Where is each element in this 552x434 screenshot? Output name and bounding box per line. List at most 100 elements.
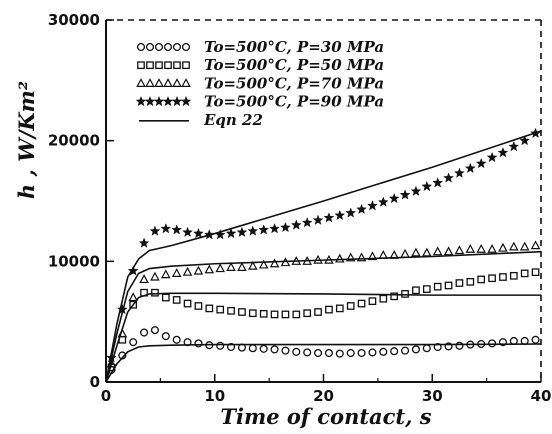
star-point (258, 224, 270, 235)
star-point (519, 134, 531, 146)
square-point (314, 308, 322, 316)
legend-marker (137, 61, 145, 70)
square-point (422, 285, 431, 293)
eqn-curve-4 (105, 130, 542, 383)
triangle-point (269, 258, 280, 268)
star-point (290, 219, 302, 230)
triangle-point (128, 292, 138, 302)
x-tick-label: 30 (422, 387, 443, 405)
star-point (443, 172, 454, 183)
star-point (160, 223, 172, 234)
y-tick-label: 20000 (48, 132, 100, 150)
star-point (214, 229, 226, 240)
triangle-point (411, 247, 421, 257)
square-point (292, 310, 301, 319)
circle-point (488, 339, 497, 348)
square-point (477, 275, 486, 284)
circle-point (140, 328, 149, 337)
legend-marker (146, 61, 154, 70)
legend-marker (136, 78, 146, 88)
square-point (520, 269, 529, 278)
series-3 (106, 240, 541, 368)
legend-marker (154, 78, 164, 88)
square-point (194, 302, 203, 310)
triangle-point (150, 271, 160, 281)
square-point (390, 292, 399, 301)
triangle-point (367, 251, 378, 261)
square-point (379, 294, 388, 303)
star-point (486, 151, 498, 163)
legend-marker (173, 61, 181, 70)
circle-point (324, 348, 333, 358)
circle-point (270, 345, 279, 354)
circle-point (194, 339, 203, 348)
square-point (172, 296, 181, 304)
axis-ticks: 0 10 20 30 40 0 10000 20000 30000 (48, 11, 552, 405)
triangle-point (400, 248, 410, 258)
circle-point (161, 332, 170, 341)
circle-point (118, 351, 127, 360)
square-point (270, 310, 279, 319)
triangle-point (313, 254, 323, 264)
circle-point (259, 344, 268, 353)
circle-point (466, 340, 475, 349)
x-tick-label: 10 (204, 387, 225, 405)
triangle-point (182, 266, 193, 276)
star-point (367, 200, 378, 211)
triangle-point (161, 269, 171, 279)
triangle-point (443, 246, 454, 256)
square-point (259, 309, 268, 318)
circle-point (172, 335, 181, 344)
legend-marker (153, 95, 165, 107)
triangle-point (215, 263, 225, 273)
star-point (106, 352, 117, 363)
square-point (488, 274, 496, 283)
square-point (161, 293, 170, 302)
square-point (129, 300, 138, 309)
y-axis-label: h , W/Km² (14, 81, 39, 199)
circle-point (401, 346, 410, 355)
triangle-point (258, 259, 269, 269)
triangle-point (378, 250, 389, 259)
y-tick-label: 30000 (48, 11, 100, 29)
triangle-point (498, 242, 508, 252)
triangle-point (389, 250, 399, 259)
star-point (203, 229, 215, 240)
star-point (410, 185, 422, 196)
triangle-point (335, 253, 345, 263)
square-point (151, 288, 159, 297)
legend-marker (171, 95, 183, 107)
triangle-point (422, 247, 432, 257)
square-point (216, 305, 225, 314)
circle-point (346, 348, 355, 358)
triangle-point (280, 257, 291, 267)
legend-marker (181, 42, 191, 52)
circle-point (444, 342, 453, 351)
data-points (106, 127, 541, 374)
triangle-point (345, 252, 356, 262)
triangle-point (193, 265, 204, 275)
square-point (509, 271, 518, 280)
circle-point (368, 348, 377, 357)
legend-marker (145, 42, 155, 52)
star-point (236, 226, 248, 237)
star-point (171, 224, 183, 235)
star-point (454, 167, 465, 178)
square-point (531, 268, 540, 277)
square-point (227, 306, 235, 315)
triangle-point (519, 241, 530, 251)
circle-point (237, 343, 246, 352)
star-point (432, 177, 444, 188)
legend-marker (172, 42, 182, 52)
star-point (116, 303, 128, 315)
legend-marker (144, 95, 156, 107)
star-point (334, 209, 346, 221)
legend-marker (163, 42, 173, 52)
star-point (127, 265, 139, 276)
legend-marker (164, 61, 172, 70)
square-point (499, 273, 507, 281)
circle-point (205, 341, 214, 350)
triangle-point (454, 245, 465, 255)
square-point (335, 304, 344, 313)
legend-label: To=500°C, P=70 MPa (204, 74, 384, 92)
